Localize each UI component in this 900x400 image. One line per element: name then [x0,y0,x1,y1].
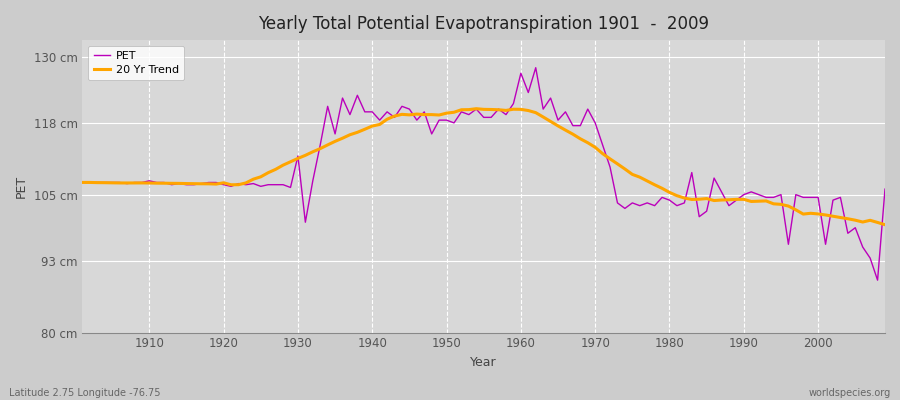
Line: PET: PET [83,68,885,280]
X-axis label: Year: Year [471,356,497,369]
PET [137,180,148,185]
20 Yr Trend [471,106,482,111]
PET [345,112,356,117]
20 Yr Trend [77,180,88,185]
PET [516,71,526,76]
PET [300,220,310,225]
20 Yr Trend [879,222,890,227]
20 Yr Trend [516,107,526,112]
PET [872,278,883,282]
Title: Yearly Total Potential Evapotranspiration 1901  -  2009: Yearly Total Potential Evapotranspiratio… [258,15,709,33]
PET [530,65,541,70]
20 Yr Trend [523,108,534,113]
PET [508,101,518,106]
Y-axis label: PET: PET [15,175,28,198]
Legend: PET, 20 Yr Trend: PET, 20 Yr Trend [88,46,184,80]
Text: Latitude 2.75 Longitude -76.75: Latitude 2.75 Longitude -76.75 [9,388,160,398]
20 Yr Trend [137,180,148,185]
20 Yr Trend [345,132,356,137]
PET [879,187,890,192]
20 Yr Trend [612,162,623,166]
Text: worldspecies.org: worldspecies.org [809,388,891,398]
PET [612,200,623,205]
20 Yr Trend [300,153,310,158]
PET [77,180,88,185]
Line: 20 Yr Trend: 20 Yr Trend [83,109,885,225]
